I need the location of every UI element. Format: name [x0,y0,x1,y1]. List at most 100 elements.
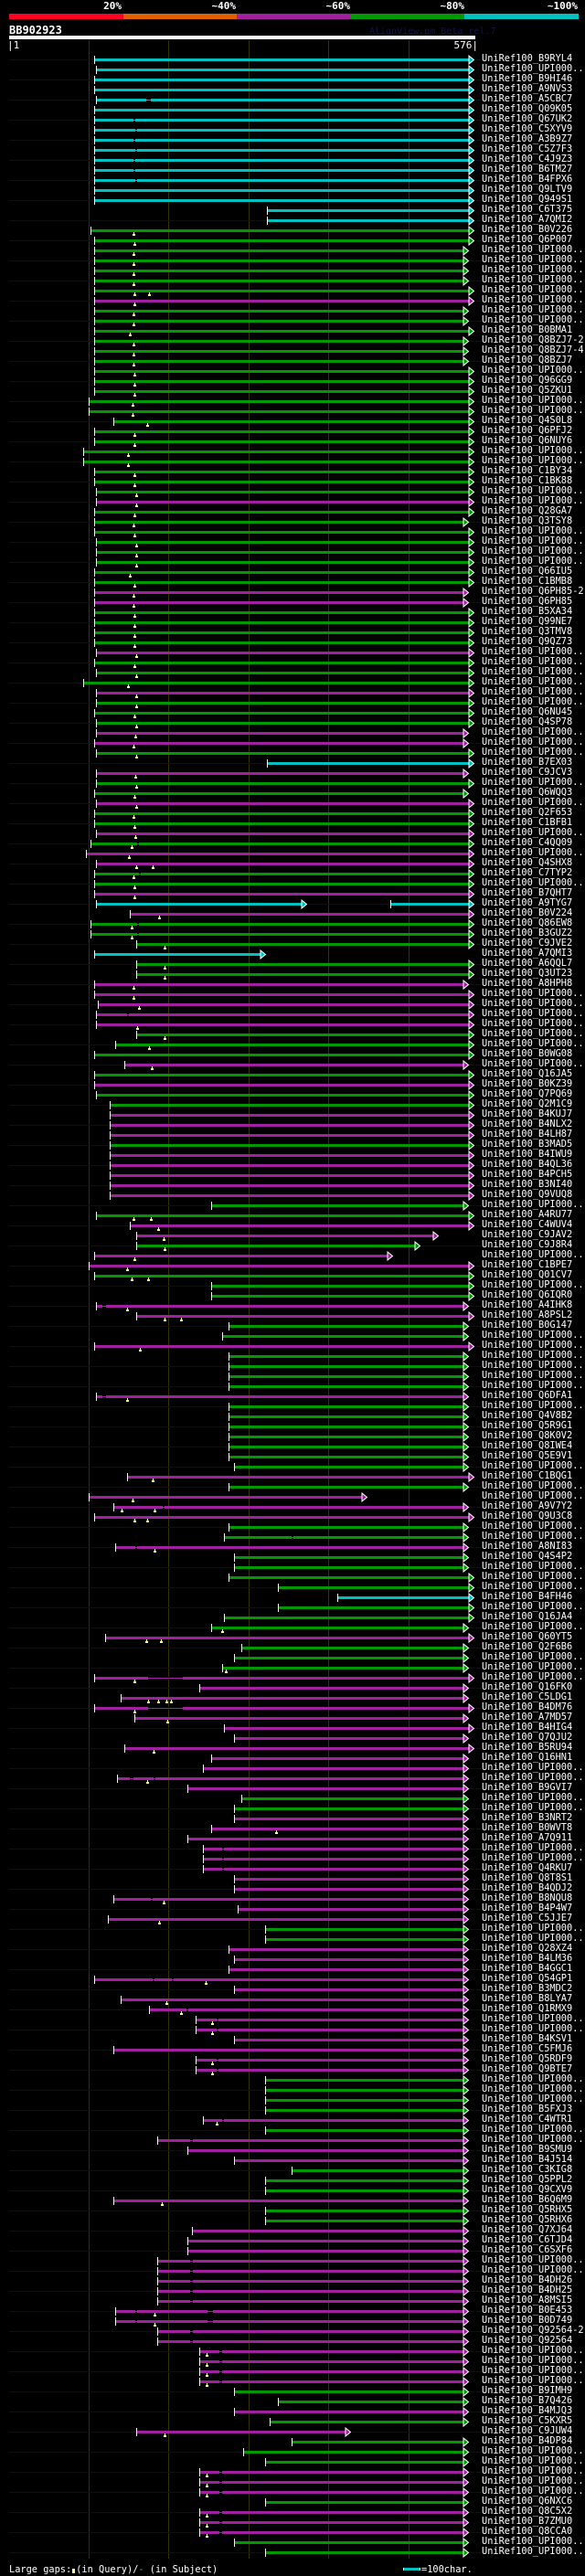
hit-label[interactable]: UniRef100_B5XA34 [482,606,573,617]
hit-label[interactable]: UniRef100_Q4SP78 [482,716,573,727]
hit-label[interactable]: UniRef100_UPI000.. [482,827,584,838]
hit-label[interactable]: UniRef100_B9RYL4 [482,53,573,64]
hit-label[interactable]: UniRef100_C1BPE7 [482,1259,573,1270]
hit-label[interactable]: UniRef100_C6SXF6 [482,2244,573,2255]
hit-label[interactable]: UniRef100_Q5R9G1 [482,1420,573,1431]
hit-label[interactable]: UniRef100_Q8BZJ7-4 [482,345,584,355]
hit-label[interactable]: UniRef100_B4IWU9 [482,1149,573,1160]
hit-label[interactable]: UniRef100_UPI000.. [482,294,584,305]
hit-label[interactable]: UniRef100_Q2F653 [482,807,573,818]
hit-label[interactable]: UniRef100_B7ZMU0 [482,2516,573,2527]
hit-label[interactable]: UniRef100_UPI000.. [482,445,584,456]
hit-label[interactable]: UniRef100_UPI000.. [482,1249,584,1260]
hit-label[interactable]: UniRef100_B4MJQ3 [482,2405,573,2416]
hit-label[interactable]: UniRef100_A4IHK8 [482,1299,573,1310]
hit-label[interactable]: UniRef100_Q9CXV9 [482,2184,573,2195]
hit-label[interactable]: UniRef100_C9J8R4 [482,1239,573,1250]
hit-label[interactable]: UniRef100_UPI000.. [482,2083,584,2094]
hit-label[interactable]: UniRef100_UPI000.. [482,988,584,999]
hit-label[interactable]: UniRef100_C9JVE2 [482,938,573,949]
hit-label[interactable]: UniRef100_UPI000.. [482,2094,584,2104]
hit-label[interactable]: UniRef100_Q16HN1 [482,1752,573,1763]
hit-label[interactable]: UniRef100_Q4V8B2 [482,1410,573,1421]
hit-label[interactable]: UniRef100_Q54GP1 [482,1973,573,1984]
hit-label[interactable]: UniRef100_B0BMA1 [482,324,573,335]
hit-label[interactable]: UniRef100_A3B9Z7 [482,133,573,144]
hit-label[interactable]: UniRef100_Q5RDF9 [482,2053,573,2064]
hit-label[interactable]: UniRef100_UPI000.. [482,2355,584,2366]
hit-label[interactable]: UniRef100_C5FMJ6 [482,2043,573,2054]
hit-label[interactable]: UniRef100_C6TJD4 [482,2234,573,2245]
hit-label[interactable]: UniRef100_A7QMI3 [482,948,573,959]
hit-label[interactable]: UniRef100_B4GGC1 [482,1963,573,1974]
hit-label[interactable]: UniRef100_Q5PPL2 [482,2174,573,2185]
hit-label[interactable]: UniRef100_B0G147 [482,1320,573,1330]
hit-label[interactable]: UniRef100_UPI000.. [482,1380,584,1391]
hit-label[interactable]: UniRef100_Q2F6B6 [482,1641,573,1652]
hit-label[interactable]: UniRef100_UPI000.. [482,2445,584,2456]
hit-label[interactable]: UniRef100_A8PSL2 [482,1309,573,1320]
hit-label[interactable]: UniRef100_B4DH25 [482,2284,573,2295]
hit-label[interactable]: UniRef100_Q9BTE7 [482,2063,573,2074]
hit-label[interactable]: UniRef100_Q99NE7 [482,616,573,627]
hit-label[interactable]: UniRef100_UPI000.. [482,254,584,265]
hit-label[interactable]: UniRef100_A7Q911 [482,1832,573,1843]
hit-label[interactable]: UniRef100_Q4SHX8 [482,857,573,868]
hit-label[interactable]: UniRef100_UPI000.. [482,1330,584,1341]
hit-label[interactable]: UniRef100_UPI000.. [482,1038,584,1049]
hit-label[interactable]: UniRef100_UPI000.. [482,395,584,406]
hit-label[interactable]: UniRef100_UPI000.. [482,284,584,295]
hit-label[interactable]: UniRef100_Q9U3C8 [482,1511,573,1521]
hit-label[interactable]: UniRef100_Q8T8S1 [482,1872,573,1883]
hit-label[interactable]: UniRef100_B4J514 [482,2154,573,2165]
hit-label[interactable]: UniRef100_Q4RKU7 [482,1862,573,1873]
hit-label[interactable]: UniRef100_A7QMI2 [482,214,573,225]
hit-label[interactable]: UniRef100_B0WVT8 [482,1822,573,1833]
hit-label[interactable]: UniRef100_Q8C5X2 [482,2506,573,2517]
hit-label[interactable]: UniRef100_UPI000.. [482,1581,584,1592]
hit-label[interactable]: UniRef100_UPI000.. [482,1802,584,1813]
hit-label[interactable]: UniRef100_UPI000.. [482,1400,584,1411]
hit-label[interactable]: UniRef100_Q09K05 [482,103,573,114]
hit-label[interactable]: UniRef100_UPI000.. [482,666,584,677]
hit-label[interactable]: UniRef100_Q8BZJ7-2 [482,334,584,345]
hit-label[interactable]: UniRef100_UPI000.. [482,2124,584,2135]
hit-label[interactable]: UniRef100_UPI000.. [482,2486,584,2496]
hit-label[interactable]: UniRef100_Q28GA7 [482,505,573,516]
hit-label[interactable]: UniRef100_UPI000.. [482,1842,584,1853]
hit-label[interactable]: UniRef100_B9IMH9 [482,2385,573,2396]
hit-label[interactable]: UniRef100_Q1RMX9 [482,2003,573,2014]
hit-label[interactable]: UniRef100_UPI000.. [482,1350,584,1361]
hit-label[interactable]: UniRef100_UPI000.. [482,556,584,567]
hit-label[interactable]: UniRef100_UPI000.. [482,1621,584,1632]
hit-label[interactable]: UniRef100_UPI000.. [482,676,584,687]
hit-label[interactable]: UniRef100_B4NLX2 [482,1118,573,1129]
hit-label[interactable]: UniRef100_Q8CCA0 [482,2526,573,2537]
hit-label[interactable]: UniRef100_C1BFB1 [482,817,573,828]
hit-label[interactable]: UniRef100_C1BMB8 [482,576,573,587]
hit-label[interactable]: UniRef100_Q6NXC6 [482,2496,573,2507]
hit-label[interactable]: UniRef100_UPI000.. [482,1671,584,1682]
hit-label[interactable]: UniRef100_Q9LTV9 [482,184,573,195]
hit-label[interactable]: UniRef100_C1BQG1 [482,1470,573,1481]
hit-label[interactable]: UniRef100_UPI000.. [482,1480,584,1491]
hit-label[interactable]: UniRef100_C5JJE7 [482,1913,573,1924]
hit-label[interactable]: UniRef100_UPI000.. [482,1531,584,1542]
hit-label[interactable]: UniRef100_C9JUW4 [482,2425,573,2436]
hit-label[interactable]: UniRef100_UPI000.. [482,1490,584,1501]
hit-label[interactable]: UniRef100_UPI000.. [482,1008,584,1019]
hit-label[interactable]: UniRef100_A8MSI5 [482,2295,573,2306]
hit-label[interactable]: UniRef100_UPI000.. [482,63,584,74]
hit-label[interactable]: UniRef100_Q01CV7 [482,1269,573,1280]
hit-label[interactable]: UniRef100_UPI000.. [482,525,584,536]
hit-label[interactable]: UniRef100_Q4S0L8 [482,415,573,426]
hit-label[interactable]: UniRef100_Q6P007 [482,234,573,245]
hit-label[interactable]: UniRef100_UPI000.. [482,1521,584,1532]
hit-label[interactable]: UniRef100_UPI000.. [482,1852,584,1863]
hit-label[interactable]: UniRef100_Q6NUY6 [482,435,573,446]
hit-label[interactable]: UniRef100_C7TYP2 [482,867,573,878]
hit-label[interactable]: UniRef100_B9GVI7 [482,1782,573,1793]
hit-label[interactable]: UniRef100_C4WTR1 [482,2114,573,2125]
hit-label[interactable]: UniRef100_Q86EW8 [482,917,573,928]
hit-label[interactable]: UniRef100_B8NQU8 [482,1892,573,1903]
